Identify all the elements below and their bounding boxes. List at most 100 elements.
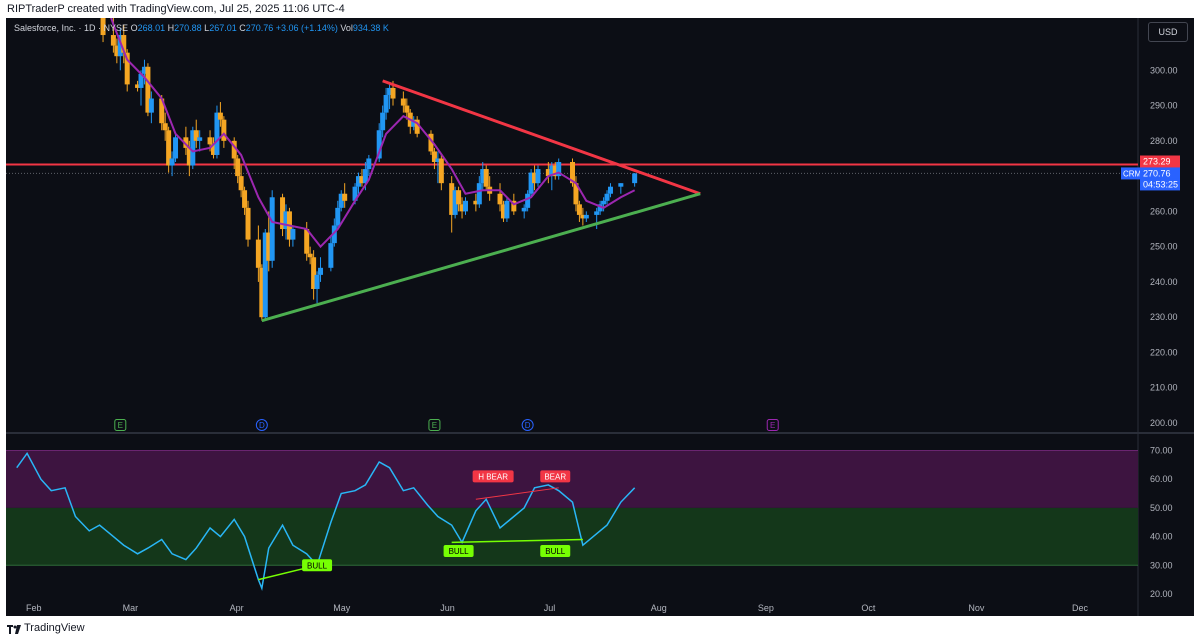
time-axis-tick: Jun [440, 603, 455, 613]
candle-body [214, 112, 220, 155]
bear-badge [472, 470, 514, 483]
price-axis-tick: 260.00 [1150, 206, 1178, 216]
candle-body [307, 253, 313, 258]
time-axis-tick: Dec [1072, 603, 1089, 613]
currency-selector[interactable]: USD [1148, 22, 1188, 42]
header-text: RIPTraderP created with TradingView.com,… [7, 3, 345, 15]
rsi-axis-tick: 30.00 [1150, 560, 1173, 570]
rsi-band [6, 507, 1138, 566]
candle-body [618, 183, 624, 187]
time-axis-tick: Oct [861, 603, 876, 613]
candle-body [235, 158, 241, 177]
chart-canvas[interactable]: 200.00 210.00 220.00 230.00 240.00 250.00 260.… [6, 18, 1194, 616]
candle-body [449, 183, 455, 215]
candle-body [328, 243, 334, 268]
time-axis-tick: Jul [544, 603, 556, 613]
chart-area[interactable]: 200.00 210.00 220.00 230.00 240.00 250.00 260.… [6, 18, 1194, 616]
high-value: 270.88 [174, 23, 202, 33]
candle-body [283, 211, 289, 230]
candle-body [476, 183, 482, 205]
divergence-label: BEAR [544, 472, 566, 481]
candle-body [366, 158, 372, 170]
event-marker-label: E [770, 421, 775, 430]
volume-value: 934.38 K [352, 23, 389, 33]
divergence-label: BULL [449, 547, 470, 556]
candle-body [148, 98, 154, 113]
candle-body [190, 130, 196, 166]
candle-body [376, 130, 382, 159]
pane-separator [6, 432, 1194, 434]
candle-body [338, 193, 344, 208]
candle-body [380, 112, 386, 131]
candle-body [342, 193, 348, 201]
candle-body [117, 35, 123, 57]
candle-body [597, 204, 603, 212]
price-axis-tick: 300.00 [1150, 65, 1178, 75]
rsi-axis-tick: 50.00 [1150, 503, 1173, 513]
divergence-label: H BEAR [478, 472, 508, 481]
candle-body [435, 158, 441, 163]
candle-body [580, 214, 586, 219]
candle-body [238, 176, 244, 191]
candle-body [255, 239, 261, 268]
rsi-axis-tick: 60.00 [1150, 474, 1173, 484]
candle-body [138, 73, 144, 88]
candle-body [525, 193, 531, 208]
candle-body [211, 144, 217, 155]
earnings-marker [766, 419, 779, 431]
time-axis-tick: Mar [123, 603, 139, 613]
candle-body [532, 172, 538, 184]
volume-label: Vol [340, 23, 353, 33]
support-trendline [261, 192, 701, 323]
candle-body [311, 257, 317, 289]
high-label: H [167, 23, 175, 33]
symbol-tag-bg [1121, 167, 1140, 180]
price-axis-tick: 200.00 [1150, 418, 1178, 428]
candle-body [159, 98, 165, 124]
watermark-header: RIPTraderP created with TradingView.com,… [0, 0, 1200, 18]
price-axis-tick: 280.00 [1150, 136, 1178, 146]
candle-body [207, 137, 213, 145]
candle-body [245, 207, 251, 240]
rsi-axis-tick: 20.00 [1150, 589, 1173, 599]
time-axis-tick: Feb [26, 603, 42, 613]
divergence-label: BULL [545, 547, 566, 556]
candle-body [173, 137, 179, 159]
price-axis-tick: 250.00 [1150, 242, 1178, 252]
earnings-marker [114, 419, 127, 431]
resistance-trendline [382, 79, 701, 196]
close-label: C [239, 23, 246, 33]
last-price-tag: 270.76 [1143, 168, 1171, 178]
candle-body [535, 169, 541, 184]
symbol-tag: CRM [1123, 169, 1142, 178]
candle-body [500, 204, 506, 219]
moving-average-line [110, 18, 636, 249]
footer: TradingView [0, 616, 1200, 642]
candle-body [121, 35, 127, 53]
time-axis-tick: May [333, 603, 351, 613]
rsi-axis-tick: 40.00 [1150, 532, 1173, 542]
candle-body [266, 232, 272, 261]
candle-body [483, 169, 489, 187]
candle-body [352, 186, 358, 201]
open-value: 268.01 [137, 23, 166, 33]
candle-body [511, 200, 517, 212]
countdown-tag: 04:53:25 [1143, 179, 1178, 189]
earnings-marker [428, 419, 441, 431]
price-axis-tick: 290.00 [1150, 101, 1178, 111]
candle-body [166, 130, 172, 166]
candle-body [573, 183, 579, 205]
candle-body [400, 98, 406, 106]
bull-badge [540, 544, 571, 557]
event-marker-label: D [259, 421, 265, 430]
candle-body [549, 165, 555, 177]
candle-body [632, 173, 638, 184]
resistance-price-tag: 273.29 [1143, 157, 1171, 167]
brand-text: TradingView [24, 622, 85, 634]
candle-body [359, 176, 365, 184]
candle-body [335, 207, 341, 226]
candle-body [601, 200, 607, 205]
candle-body [497, 193, 503, 205]
candle-body [259, 267, 265, 318]
candle-body [193, 130, 199, 141]
